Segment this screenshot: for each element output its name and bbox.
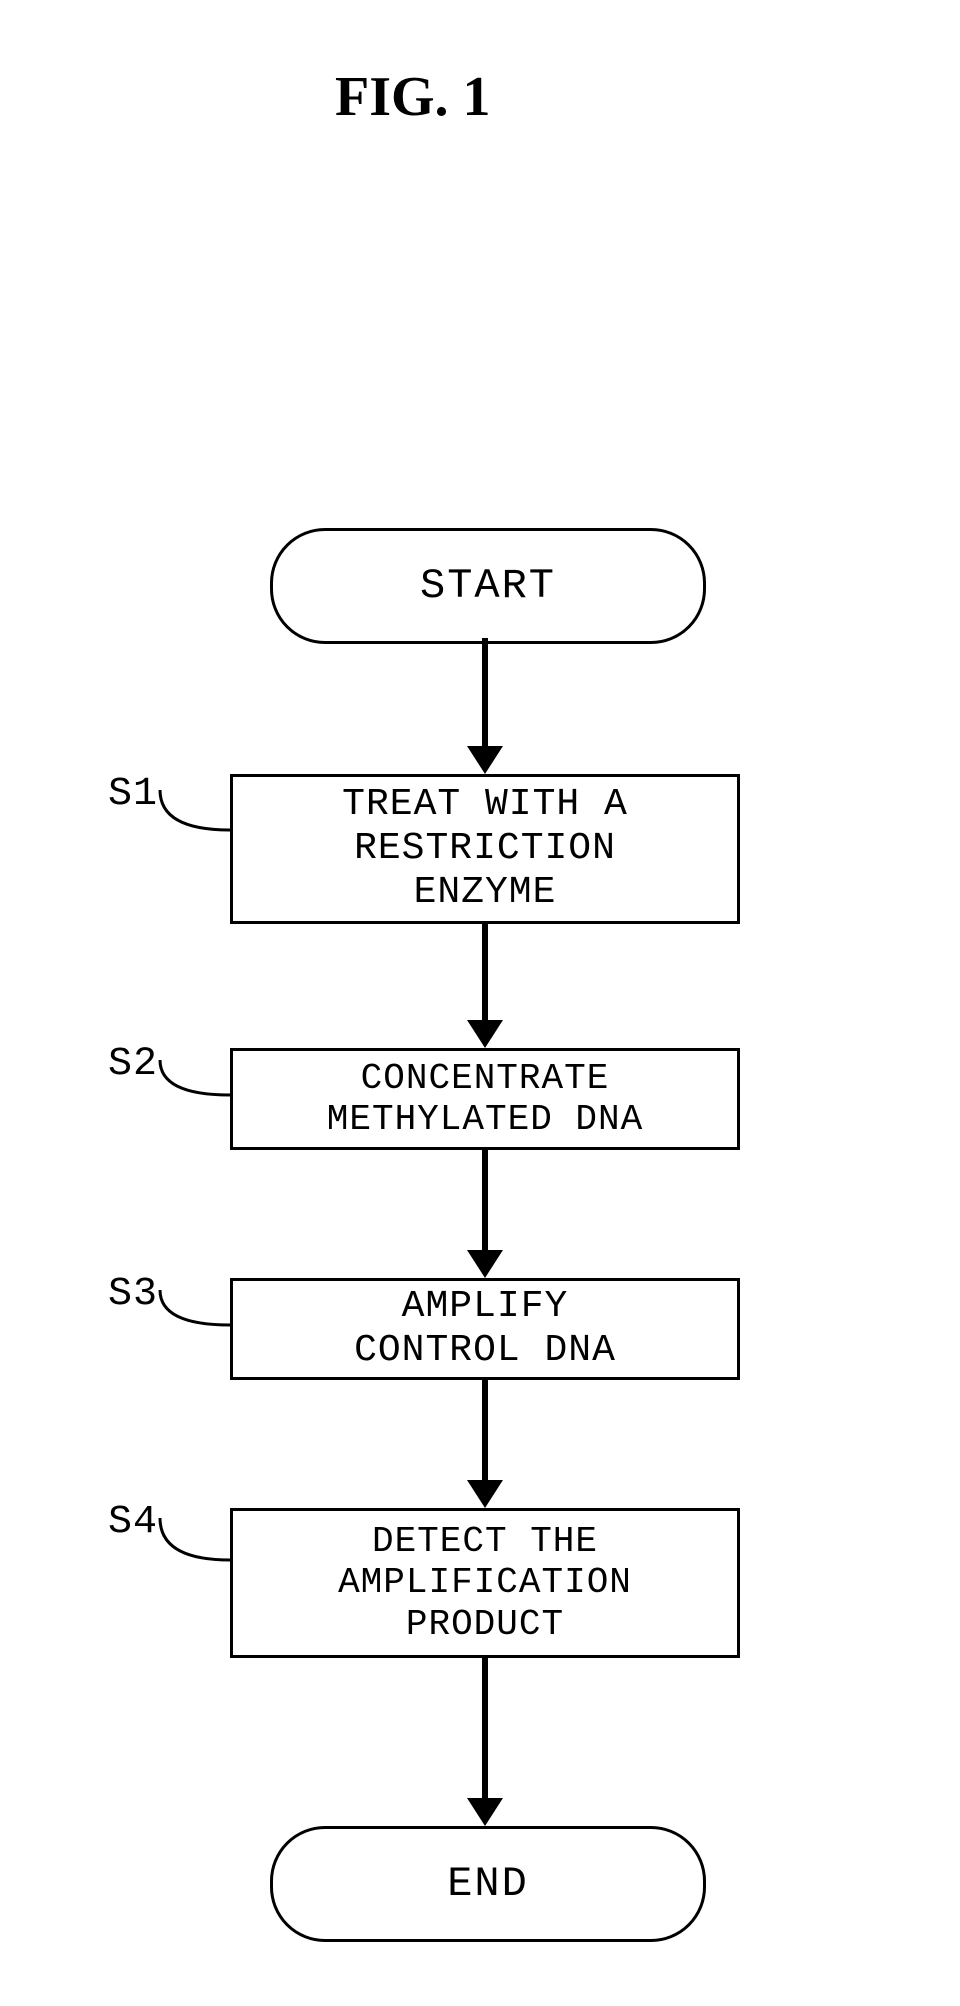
arrow-head-2: [467, 1250, 503, 1278]
arrow-head-4: [467, 1798, 503, 1826]
arrow-head-0: [467, 746, 503, 774]
label-connector-1: [160, 1060, 230, 1095]
arrow-head-1: [467, 1020, 503, 1048]
label-connector-2: [160, 1290, 230, 1325]
arrow-head-3: [467, 1480, 503, 1508]
flow-arrows: [0, 0, 960, 2006]
label-connector-3: [160, 1518, 230, 1560]
label-connector-0: [160, 790, 230, 830]
